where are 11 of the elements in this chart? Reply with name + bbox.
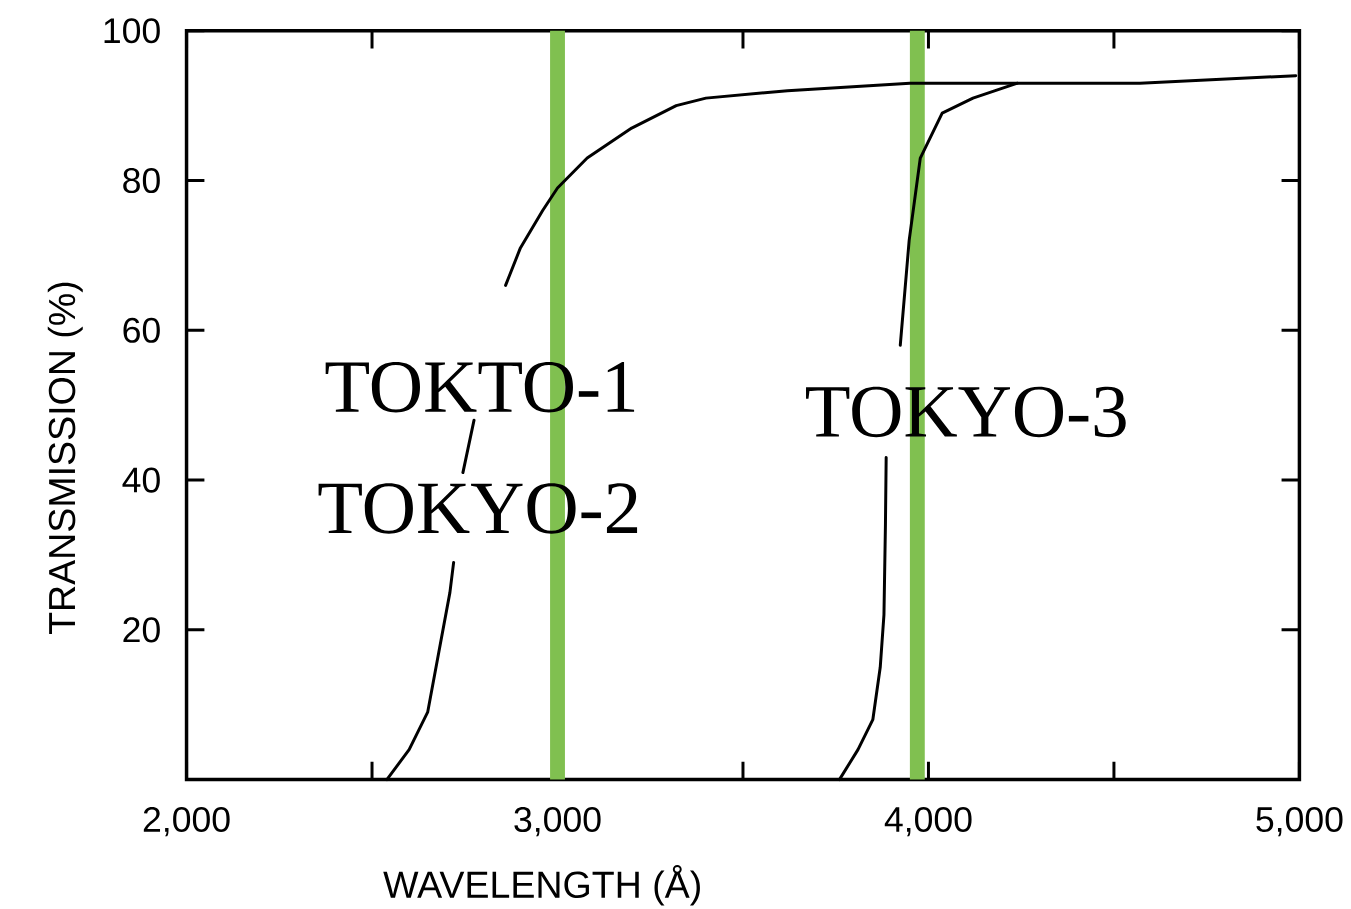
x-tick-label: 3,000 xyxy=(514,807,601,837)
y-tick-label: 100 xyxy=(104,18,160,44)
y-axis-title: TRANSMISSION (%) xyxy=(47,282,83,635)
x-tick-label: 4,000 xyxy=(884,807,972,837)
y-tick-label: 40 xyxy=(122,467,160,493)
x-tick-label: 2,000 xyxy=(143,807,230,837)
x-tick-label: 5,000 xyxy=(1256,807,1343,837)
x-axis-title: WAVELENGTH (Å) xyxy=(383,865,700,906)
y-tick-label: 80 xyxy=(123,168,160,194)
y-tick-label: 60 xyxy=(123,317,160,344)
y-tick-label: 20 xyxy=(123,617,160,643)
